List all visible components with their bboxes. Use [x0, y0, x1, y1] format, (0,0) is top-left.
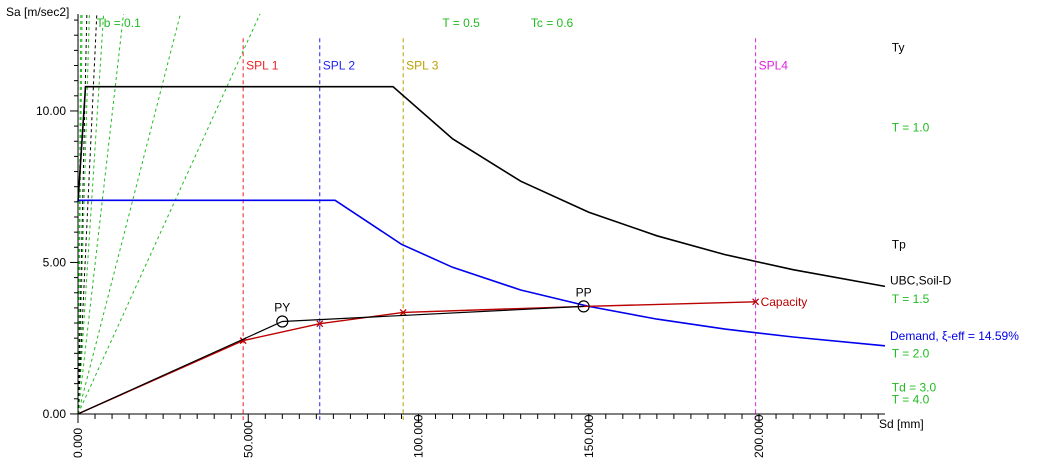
period-line-tc-0-6: [77, 13, 83, 414]
spl-label-spl-2: SPL 2: [323, 59, 356, 73]
x-tick-label: 50.000: [241, 421, 255, 458]
series-ubc-soil-d: [77, 85, 886, 288]
period-line-ty: [77, 13, 88, 414]
point-pp: [577, 300, 590, 313]
period-label-t-1-5: T = 1.5: [892, 292, 930, 306]
axes-layer: [70, 14, 885, 423]
capacity-marker-2: [316, 320, 324, 328]
y-axis-title: Sa [m/sec2]: [6, 5, 69, 19]
labels-layer: Tb = 0.1 T = 0.5 Tc = 0.6 T = 1.0 T = 1.5 T =…: [6, 5, 1019, 458]
spl-label-spl-3: SPL 3: [406, 59, 439, 73]
period-line-tp: [77, 13, 98, 414]
x-tick-label: 150.000: [582, 414, 596, 458]
period-label-t-4-0: T = 4.0: [892, 392, 930, 406]
capacity-marker-4: [752, 298, 760, 306]
point-label-pp: PP: [576, 285, 592, 299]
period-label-tb-0-1: Tb = 0.1: [96, 16, 141, 30]
x-axis-title: Sd [mm]: [879, 417, 924, 431]
period-label-t-2-0: T = 2.0: [892, 346, 930, 360]
period-label-t-1-0: T = 1.0: [892, 121, 930, 135]
point-py: [276, 315, 289, 328]
period-label-t-0-5: T = 0.5: [442, 16, 480, 30]
period-line-t-1-5: [77, 13, 105, 414]
x-tick-label: 100.000: [412, 414, 426, 458]
y-tick-label: 10.00: [36, 104, 66, 118]
spl-label-spl-1: SPL 1: [246, 59, 279, 73]
series-demand-eff-14-59: [78, 199, 886, 347]
period-line-t-4-0: [77, 13, 261, 415]
y-tick-label: 5.00: [43, 255, 67, 269]
period-label-td-3-0: Td = 3.0: [892, 380, 937, 394]
capacity-marker-3: [399, 308, 407, 316]
period-line-t-2-0: [77, 13, 125, 414]
x-tick-label: 200.000: [752, 414, 766, 458]
series-layer: [77, 85, 886, 415]
spl-label-spl4: SPL4: [759, 59, 789, 73]
annotation-demand: Demand, ξ-eff = 14.59%: [890, 329, 1019, 343]
period-label-tp: Tp: [892, 237, 906, 251]
y-tick-label: 0.00: [43, 407, 67, 421]
point-label-py: PY: [274, 301, 290, 315]
annotation-capacity: Capacity: [761, 295, 808, 309]
series-bilinear: [77, 305, 584, 415]
period-label-tc-0-6: Tc = 0.6: [531, 16, 574, 30]
performance-level-lines-layer: [242, 38, 757, 420]
x-tick-label: 0.000: [71, 428, 85, 458]
period-line-td-3-0: [77, 13, 181, 415]
period-lines-layer: [77, 13, 261, 415]
annotation-ubc: UBC,Soil-D: [890, 273, 952, 287]
period-label-ty: Ty: [892, 40, 905, 54]
